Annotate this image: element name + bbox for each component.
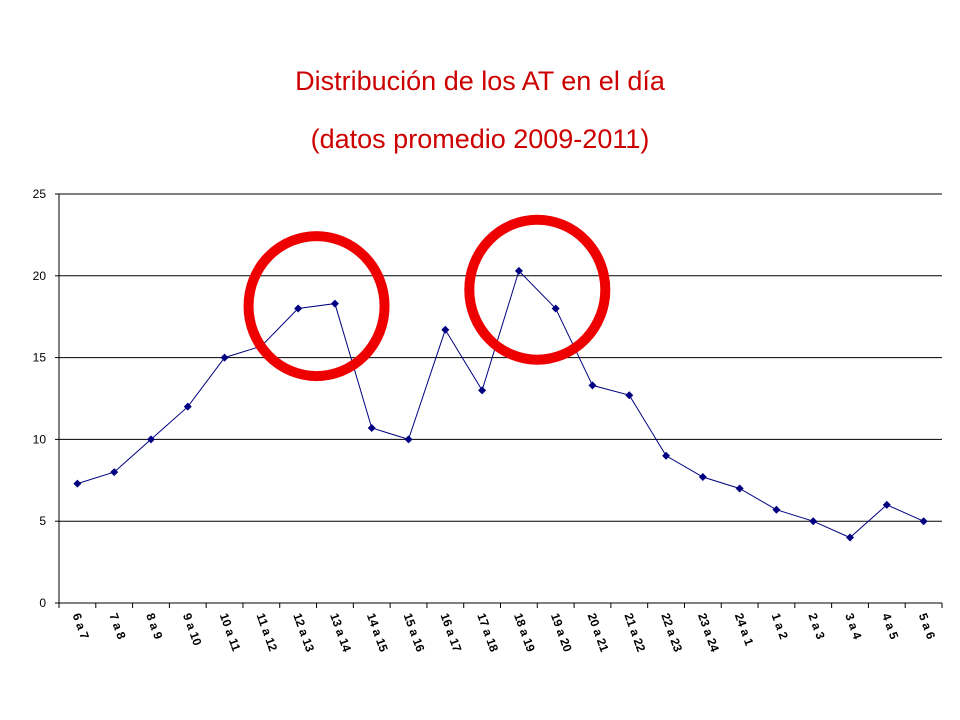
y-tick-label: 15 — [33, 351, 47, 365]
y-tick-label: 5 — [39, 514, 46, 528]
x-tick-label: 20 a 21 — [585, 611, 612, 654]
data-point — [846, 533, 855, 542]
x-tick-label: 13 a 14 — [327, 611, 354, 654]
x-tick-label: 16 a 17 — [437, 611, 464, 654]
x-tick-label: 10 a 11 — [217, 611, 244, 653]
data-point — [698, 473, 707, 482]
data-point — [882, 500, 891, 509]
series-line — [77, 269, 924, 539]
x-tick-label: 9 a 10 — [180, 611, 205, 647]
data-point — [183, 402, 192, 411]
x-tick-label: 14 a 15 — [364, 611, 391, 654]
y-tick-label: 20 — [33, 269, 47, 283]
y-tick-label: 25 — [33, 187, 47, 201]
data-point — [551, 304, 560, 313]
x-tick-label: 18 a 19 — [511, 611, 538, 654]
y-tick-label: 10 — [33, 432, 47, 446]
data-point — [441, 325, 450, 334]
x-tick-label: 12 a 13 — [290, 611, 317, 654]
data-point — [919, 517, 928, 526]
x-tick-label: 22 a 23 — [658, 611, 685, 654]
data-point — [478, 386, 487, 395]
chart-subtitle: (datos promedio 2009-2011) — [310, 124, 650, 154]
x-tick-label: 1 a 2 — [769, 611, 791, 641]
x-tick-label: 6 a 7 — [70, 611, 92, 641]
highlight-circle — [464, 214, 611, 365]
data-point — [73, 479, 82, 488]
x-tick-label: 24 a 1 — [732, 611, 757, 647]
data-point — [662, 451, 671, 460]
x-tick-label: 17 a 18 — [474, 611, 501, 654]
chart-title-block: Distribución de los AT en el día (datos … — [0, 52, 960, 168]
data-point — [404, 435, 413, 444]
data-point — [772, 505, 781, 514]
x-tick-label: 2 a 3 — [805, 611, 827, 641]
x-tick-label: 4 a 5 — [879, 611, 901, 641]
x-tick-label: 11 a 12 — [254, 611, 281, 653]
x-tick-label: 8 a 9 — [143, 611, 165, 641]
data-point — [809, 517, 818, 526]
x-tick-label: 7 a 8 — [106, 611, 128, 641]
x-tick-label: 23 a 24 — [695, 611, 722, 654]
y-tick-label: 0 — [39, 596, 46, 610]
data-point — [330, 299, 339, 308]
x-tick-label: 21 a 22 — [621, 611, 648, 654]
data-point — [514, 266, 523, 275]
data-point — [588, 381, 597, 390]
data-point — [110, 468, 119, 477]
data-point — [294, 304, 303, 313]
x-tick-label: 15 a 16 — [401, 611, 428, 654]
data-point — [220, 353, 229, 362]
data-point — [625, 391, 634, 400]
x-tick-label: 5 a 6 — [916, 611, 938, 641]
x-tick-label: 3 a 4 — [842, 611, 864, 641]
x-tick-label: 19 a 20 — [548, 611, 575, 654]
chart-title: Distribución de los AT en el día — [295, 66, 665, 96]
highlight-circle — [243, 231, 390, 382]
data-point — [146, 435, 155, 444]
data-point — [735, 484, 744, 493]
data-point — [367, 423, 376, 432]
